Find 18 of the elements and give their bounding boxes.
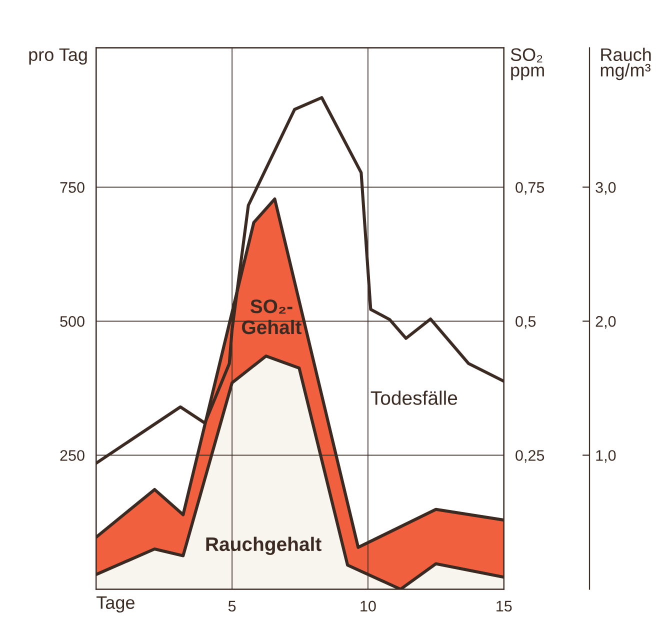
y3-axis-title: Rauch mg/m³: [600, 48, 651, 80]
y2-tick-label: 0,25: [516, 450, 544, 463]
x-tick-label: 15: [496, 600, 512, 612]
y-tick-label: 500: [60, 316, 84, 327]
y3-tick-label: 1,0: [596, 450, 616, 463]
y2-tick-label: 0,75: [516, 182, 544, 195]
series-label: SO₂- Gehalt: [242, 299, 302, 334]
y3-tick-label: 3,0: [596, 182, 616, 195]
y2-axis-title: SO₂ ppm: [510, 48, 544, 80]
x-tick-label: 5: [228, 600, 236, 612]
y2-tick-label: 0,5: [516, 316, 536, 329]
x-tick-label: 10: [360, 600, 376, 612]
x-axis-title: Tage: [96, 596, 134, 613]
y3-tick-label: 2,0: [596, 316, 616, 329]
y-axis-title: pro Tag: [29, 48, 87, 65]
y-tick-label: 250: [60, 450, 84, 461]
series-label: Todesfälle: [370, 390, 458, 405]
y-tick-label: 750: [60, 182, 84, 193]
